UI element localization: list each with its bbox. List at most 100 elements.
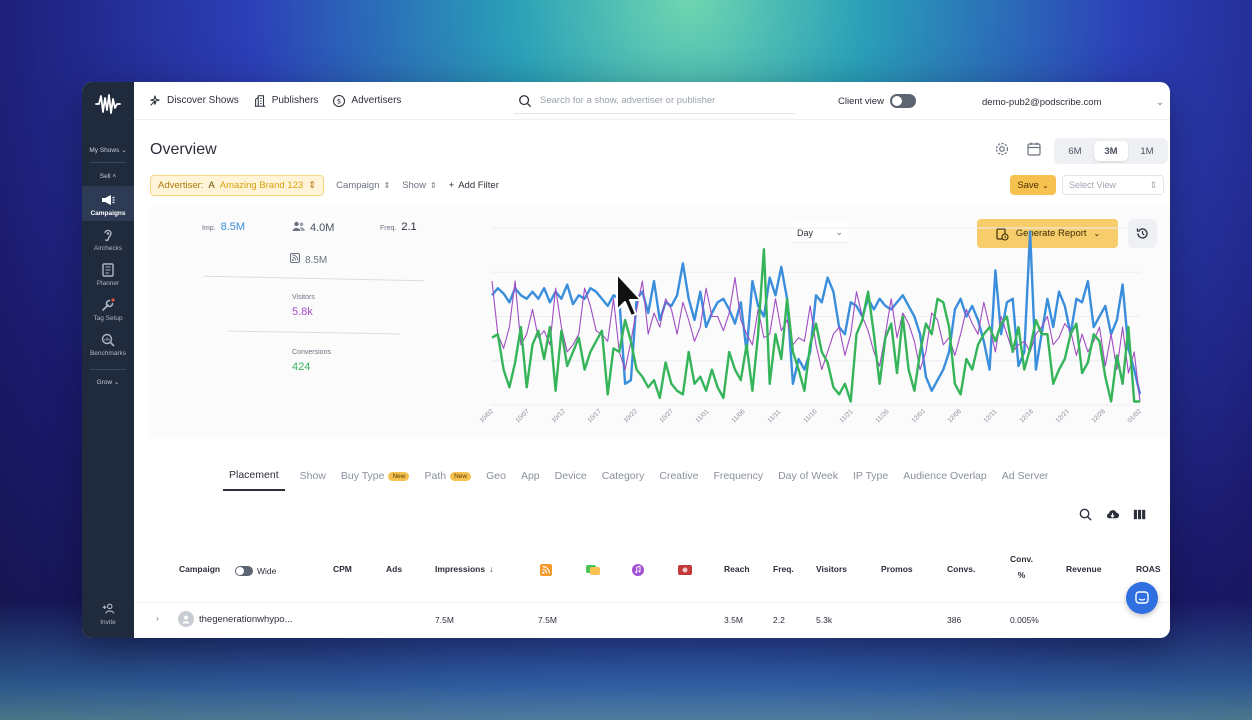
campaign-filter-label: Campaign: [336, 180, 380, 191]
column-header-revenue[interactable]: Revenue: [1066, 564, 1101, 574]
gear-icon[interactable]: [994, 141, 1010, 157]
advertiser-filter-chip[interactable]: Advertiser: A Amazing Brand 123 ⇕: [150, 175, 325, 196]
search-field[interactable]: Search for a show, advertiser or publish…: [514, 88, 796, 114]
sidebar-item-campaigns[interactable]: Campaigns: [82, 186, 134, 221]
tab-show[interactable]: Show: [300, 470, 326, 490]
cloud-download-icon[interactable]: [1105, 507, 1120, 522]
sell-toggle[interactable]: Sell ˄: [99, 173, 117, 180]
save-label: Save: [1017, 179, 1039, 191]
advertisers-label: Advertisers: [351, 95, 402, 106]
sidebar: My Shows ⌄ Sell ˄ Campaigns Airchecks Pl…: [82, 82, 134, 638]
range-1m-button[interactable]: 1M: [1140, 145, 1154, 157]
wide-toggle-switch[interactable]: [235, 566, 253, 576]
column-header-chat[interactable]: [586, 564, 600, 576]
sidebar-divider: [90, 369, 126, 370]
granularity-value: Day: [797, 227, 814, 238]
convs-cell: 386: [947, 615, 962, 625]
sort-updown-icon: ⇕: [429, 181, 437, 190]
tab-label: IP Type: [853, 470, 889, 482]
column-header-convs[interactable]: Convs.: [947, 564, 975, 574]
sidebar-item-label: Planner: [96, 280, 120, 287]
tab-app[interactable]: App: [521, 470, 540, 490]
calendar-icon[interactable]: [1026, 141, 1042, 157]
campaign-cell[interactable]: thegenerationwhypo...: [178, 611, 292, 627]
sidebar-item-planner[interactable]: Planner: [82, 256, 134, 291]
column-header-rss[interactable]: [540, 564, 552, 576]
account-selector[interactable]: demo-pub2@podscribe.com ⌄: [976, 92, 1170, 112]
discover-shows-label: Discover Shows: [167, 95, 239, 106]
show-filter[interactable]: Show ⇕: [402, 180, 436, 191]
tab-ad-server[interactable]: Ad Server: [1002, 470, 1049, 490]
column-header-ads[interactable]: Ads: [386, 564, 402, 574]
plus-icon: +: [448, 180, 455, 191]
column-label: ROAS: [1136, 564, 1161, 574]
client-view-toggle[interactable]: [889, 94, 916, 108]
range-6m-button[interactable]: 6M: [1068, 145, 1082, 157]
column-header-cpm[interactable]: CPM: [333, 564, 352, 574]
tab-placement[interactable]: Placement: [223, 469, 285, 491]
impressions-cell: 7.5M: [435, 615, 454, 625]
visitors-cell: 5.3k: [816, 615, 833, 625]
tab-device[interactable]: Device: [555, 470, 587, 490]
magnify-chart-icon: [101, 333, 115, 347]
column-header-apple-podcasts[interactable]: [632, 564, 644, 576]
sidebar-item-airchecks[interactable]: Airchecks: [82, 221, 134, 256]
save-button[interactable]: Save ⌄: [1010, 175, 1056, 195]
my-shows-toggle[interactable]: My Shows ⌄: [89, 147, 127, 154]
column-header-freq[interactable]: Freq.: [773, 564, 794, 574]
podscribe-logo-icon[interactable]: [94, 92, 122, 116]
sort-updown-icon: ⇕: [308, 180, 317, 191]
campaign-filter[interactable]: Campaign ⇕: [336, 180, 390, 191]
report-icon: [996, 227, 1009, 241]
grow-toggle[interactable]: Grow ⌄: [96, 379, 120, 386]
advertisers-link[interactable]: $ Advertisers: [332, 94, 401, 108]
generate-report-button[interactable]: Generate Report ⌄: [977, 219, 1118, 248]
sidebar-item-benchmarks[interactable]: Benchmarks: [82, 326, 134, 361]
history-icon: [1136, 228, 1148, 239]
discover-shows-link[interactable]: Discover Shows: [148, 94, 239, 108]
column-label: CPM: [333, 564, 352, 574]
table-row[interactable]: › thegenerationwhypo... 7.5M 7.5M 3.5M 2…: [134, 602, 1170, 636]
publishers-link[interactable]: Publishers: [253, 94, 318, 108]
new-badge: New: [388, 471, 410, 481]
rss-orange-icon: [540, 564, 552, 576]
column-header-visitors[interactable]: Visitors: [816, 564, 847, 574]
new-badge: New: [450, 471, 472, 481]
tab-creative[interactable]: Creative: [659, 470, 698, 490]
chat-app-icon: [586, 565, 600, 575]
tab-buy-type[interactable]: Buy Type New: [341, 470, 410, 490]
tab-frequency[interactable]: Frequency: [713, 470, 763, 490]
sidebar-item-tag-setup[interactable]: Tag Setup: [82, 291, 134, 326]
advertiser-filter-label: Advertiser:: [158, 180, 204, 191]
sort-updown-icon: ⇕: [383, 181, 391, 190]
grow-label: Grow: [96, 379, 113, 386]
range-3m-button[interactable]: 3M: [1094, 141, 1128, 161]
column-header-conv-pct[interactable]: Conv. %: [1010, 554, 1033, 580]
tab-geo[interactable]: Geo: [486, 470, 506, 490]
tab-path[interactable]: Path New: [424, 470, 472, 490]
support-chat-button[interactable]: [1126, 582, 1158, 614]
select-view-dropdown[interactable]: Select View ⇕: [1062, 175, 1164, 195]
filter-bar: Advertiser: A Amazing Brand 123 ⇕ Campai…: [150, 175, 499, 196]
tab-day-of-week[interactable]: Day of Week: [778, 470, 838, 490]
add-filter-button[interactable]: + Add Filter: [449, 180, 499, 191]
invite-button[interactable]: Invite: [100, 602, 116, 626]
columns-icon[interactable]: [1132, 507, 1147, 522]
client-view-switch[interactable]: Client view: [838, 94, 916, 108]
search-icon[interactable]: [1078, 507, 1093, 522]
tab-ip-type[interactable]: IP Type: [853, 470, 888, 490]
tab-category[interactable]: Category: [602, 470, 645, 490]
search-placeholder: Search for a show, advertiser or publish…: [540, 95, 716, 106]
column-header-campaign[interactable]: Campaign: [179, 564, 220, 574]
column-header-reach[interactable]: Reach: [724, 564, 750, 574]
expand-chevron-icon[interactable]: ›: [156, 613, 159, 623]
tab-audience-overlap[interactable]: Audience Overlap: [903, 470, 986, 490]
column-header-roas[interactable]: ROAS: [1136, 564, 1161, 574]
column-header-impressions[interactable]: Impressions ↓: [435, 564, 493, 574]
history-button[interactable]: [1128, 219, 1157, 248]
column-header-promos[interactable]: Promos: [881, 564, 913, 574]
chart-series-line-2: [491, 248, 1140, 403]
apple-podcasts-icon: [632, 564, 644, 576]
wide-toggle[interactable]: Wide: [235, 566, 276, 576]
column-header-castbox[interactable]: [678, 564, 692, 576]
